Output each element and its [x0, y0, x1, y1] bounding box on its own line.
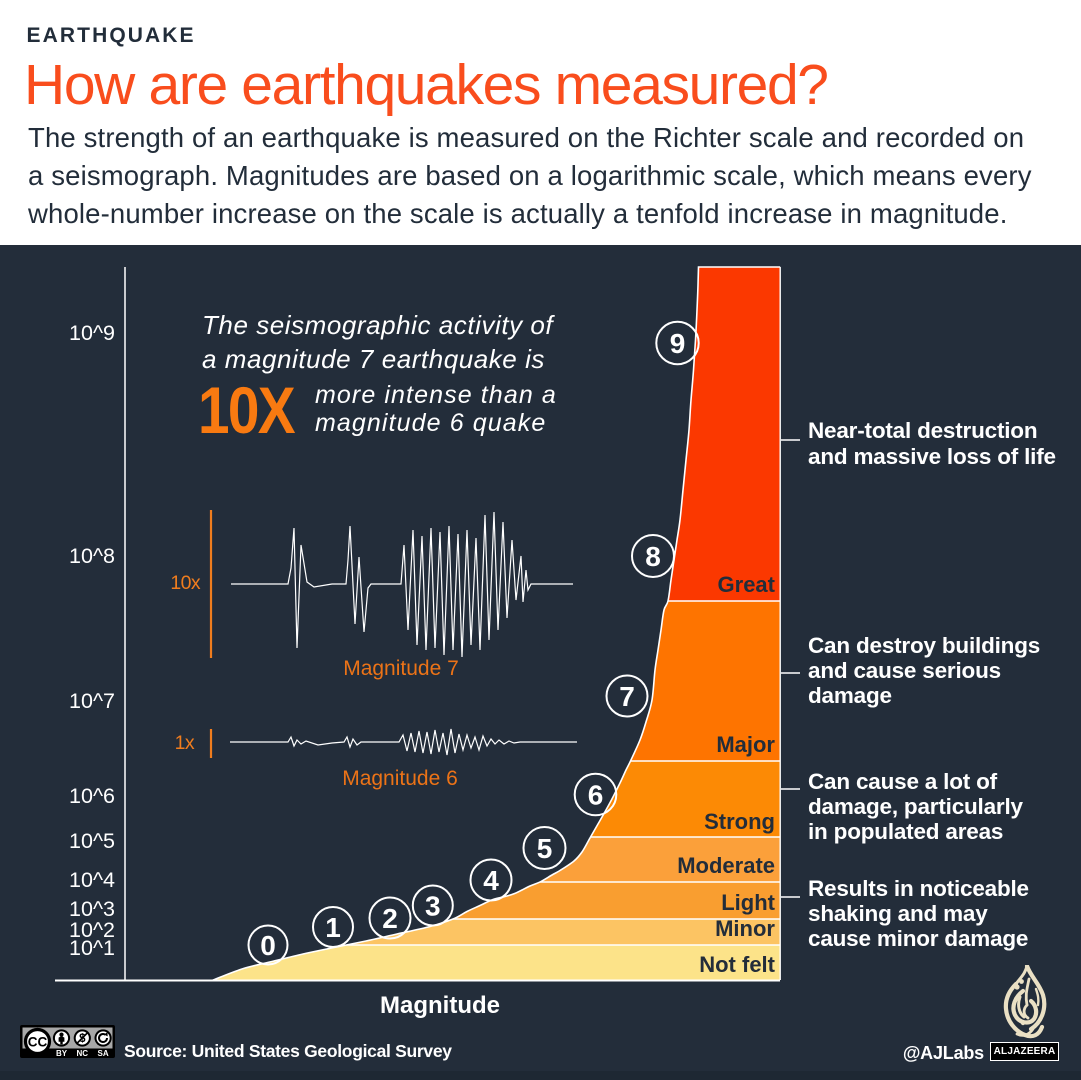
svg-text:9: 9 — [670, 328, 686, 359]
svg-text:NC: NC — [77, 1049, 89, 1058]
svg-text:10^3: 10^3 — [69, 897, 115, 921]
svg-text:0: 0 — [260, 930, 276, 961]
svg-text:8: 8 — [645, 541, 661, 572]
svg-text:10^8: 10^8 — [69, 544, 115, 568]
svg-text:$: $ — [79, 1033, 86, 1045]
svg-text:10^2: 10^2 — [69, 918, 115, 942]
svg-text:7: 7 — [619, 681, 635, 712]
svg-text:10^4: 10^4 — [69, 868, 115, 892]
svg-text:SA: SA — [98, 1049, 109, 1058]
svg-text:10^6: 10^6 — [69, 784, 115, 808]
svg-text:CC: CC — [28, 1035, 48, 1050]
svg-text:10^1: 10^1 — [69, 936, 115, 960]
svg-text:4: 4 — [483, 865, 499, 896]
svg-text:6: 6 — [588, 780, 604, 811]
svg-text:1: 1 — [325, 912, 341, 943]
svg-text:BY: BY — [56, 1049, 68, 1058]
svg-text:10^9: 10^9 — [69, 321, 115, 345]
svg-text:3: 3 — [425, 891, 441, 922]
svg-text:5: 5 — [537, 833, 553, 864]
svg-text:2: 2 — [382, 903, 398, 934]
svg-text:10^7: 10^7 — [69, 689, 115, 713]
svg-text:10^5: 10^5 — [69, 829, 115, 853]
